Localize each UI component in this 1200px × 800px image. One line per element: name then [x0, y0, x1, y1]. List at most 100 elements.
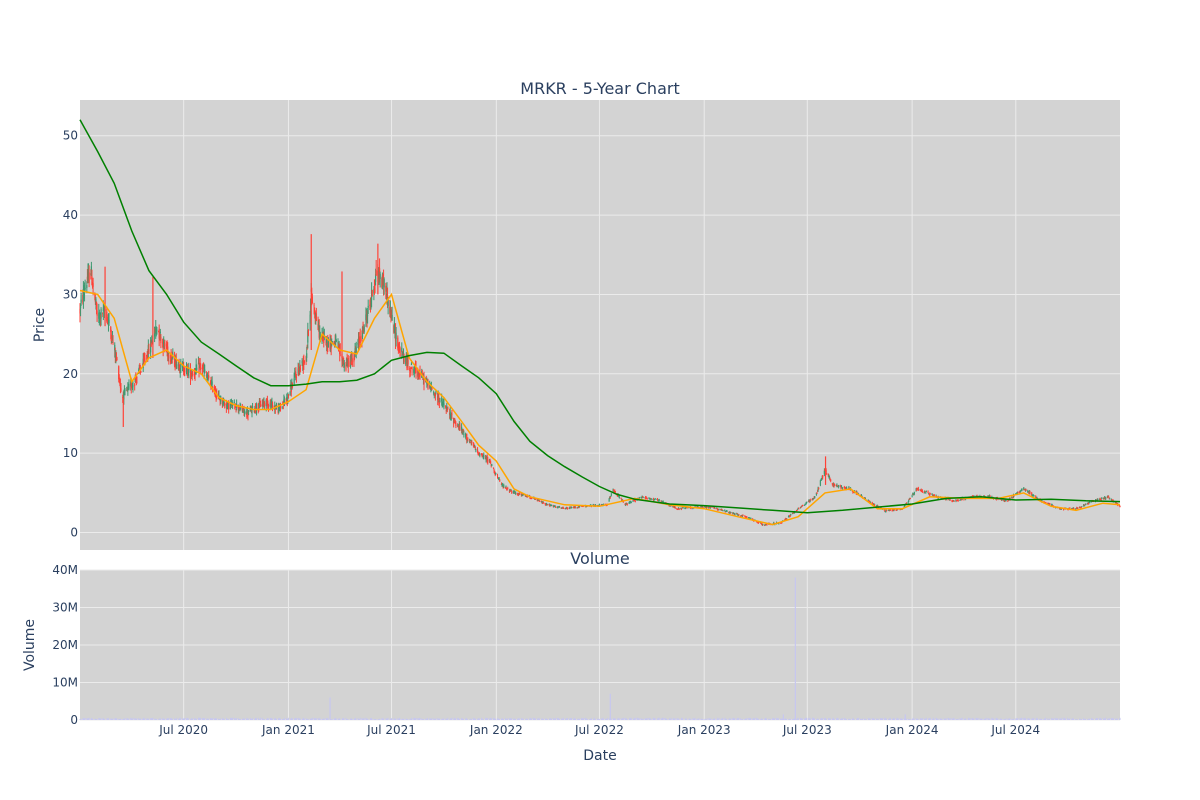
volume-bar — [415, 718, 417, 720]
volume-bars-group — [79, 577, 1121, 720]
volume-bar — [500, 718, 502, 720]
candle-body — [453, 417, 455, 424]
candle-body — [278, 405, 280, 413]
volume-bar — [282, 718, 284, 720]
volume-bar — [399, 718, 401, 720]
candle-body — [749, 517, 751, 519]
volume-bar — [588, 719, 590, 720]
volume-bar — [549, 719, 551, 720]
volume-bar — [80, 719, 82, 720]
volume-bar — [875, 718, 877, 720]
candle-body — [180, 361, 182, 368]
volume-bar — [370, 718, 372, 720]
volume-bar — [788, 719, 790, 720]
volume-bar — [249, 717, 251, 720]
volume-bar — [106, 719, 108, 720]
volume-bar — [238, 719, 240, 720]
price-y-tick-label: 10 — [63, 446, 78, 460]
volume-bar — [770, 719, 772, 720]
candle-body — [502, 486, 504, 488]
volume-bar — [502, 718, 504, 720]
candle-body — [740, 515, 742, 517]
volume-bar — [204, 717, 206, 720]
candle-body — [916, 489, 918, 491]
candle-body — [192, 373, 194, 375]
volume-bar — [852, 718, 854, 720]
volume-bar — [722, 718, 724, 720]
volume-bar — [430, 719, 432, 720]
candle-body — [1096, 499, 1098, 501]
volume-bar — [115, 718, 117, 720]
volume-bar — [248, 719, 250, 720]
candle-body — [286, 399, 288, 402]
volume-bar — [569, 718, 571, 720]
candle-body — [927, 491, 929, 493]
volume-bar — [273, 718, 275, 720]
volume-bar — [1071, 719, 1073, 720]
candle-body — [395, 332, 397, 339]
candle-body — [726, 511, 728, 512]
volume-bar — [413, 718, 415, 720]
volume-bar — [88, 718, 90, 720]
price-plot-area[interactable] — [80, 100, 1120, 550]
candle-body — [653, 499, 655, 501]
volume-bar — [503, 719, 505, 720]
candle-body — [1020, 490, 1022, 492]
candle-body — [836, 485, 839, 487]
volume-bar — [977, 717, 979, 720]
volume-chart-title: Volume — [570, 549, 630, 568]
volume-bar — [836, 717, 838, 720]
volume-bar — [793, 718, 795, 720]
candle-body — [499, 479, 501, 481]
volume-bar — [664, 718, 666, 720]
volume-bar — [301, 719, 303, 720]
volume-bar — [754, 717, 756, 720]
candle-body — [932, 494, 934, 496]
volume-bar — [274, 717, 276, 720]
volume-bar — [738, 718, 740, 720]
candle-body — [1081, 506, 1083, 507]
volume-bar — [883, 719, 885, 720]
volume-bar — [159, 719, 161, 720]
volume-bar — [985, 717, 987, 720]
candle-body — [134, 378, 136, 383]
volume-bar — [517, 719, 519, 720]
volume-bar — [923, 718, 925, 720]
volume-bar — [935, 717, 937, 720]
volume-bar — [621, 719, 623, 720]
volume-bar — [889, 717, 891, 720]
volume-bar — [952, 719, 954, 720]
volume-bar — [154, 718, 156, 720]
candle-body — [502, 484, 504, 486]
volume-bar — [849, 719, 851, 720]
volume-bar — [1012, 718, 1014, 720]
volume-bar — [598, 718, 600, 720]
volume-bar — [213, 718, 215, 720]
volume-bar — [552, 718, 554, 720]
volume-bar — [1080, 719, 1082, 720]
volume-bar — [226, 718, 228, 720]
candle-body — [779, 522, 782, 524]
candle-body — [646, 498, 648, 500]
volume-bar — [733, 718, 735, 720]
candle-body — [828, 476, 830, 478]
volume-bar — [845, 718, 847, 720]
candle-body — [247, 413, 249, 416]
candle-body — [883, 509, 885, 511]
candle-body — [247, 411, 250, 412]
volume-bar — [278, 718, 280, 720]
volume-bar — [1063, 717, 1065, 720]
volume-bar — [495, 718, 497, 720]
volume-bar — [124, 718, 126, 720]
candle-body — [283, 401, 286, 403]
volume-bar — [604, 718, 606, 720]
volume-bar — [961, 717, 963, 720]
volume-bar — [1113, 718, 1115, 720]
candle-body — [652, 498, 655, 500]
candle-body — [112, 342, 114, 344]
candle-body — [438, 396, 440, 402]
candle-body — [102, 312, 104, 315]
volume-bar — [409, 718, 411, 720]
volume-bar — [674, 719, 676, 720]
candle-body — [135, 379, 137, 382]
